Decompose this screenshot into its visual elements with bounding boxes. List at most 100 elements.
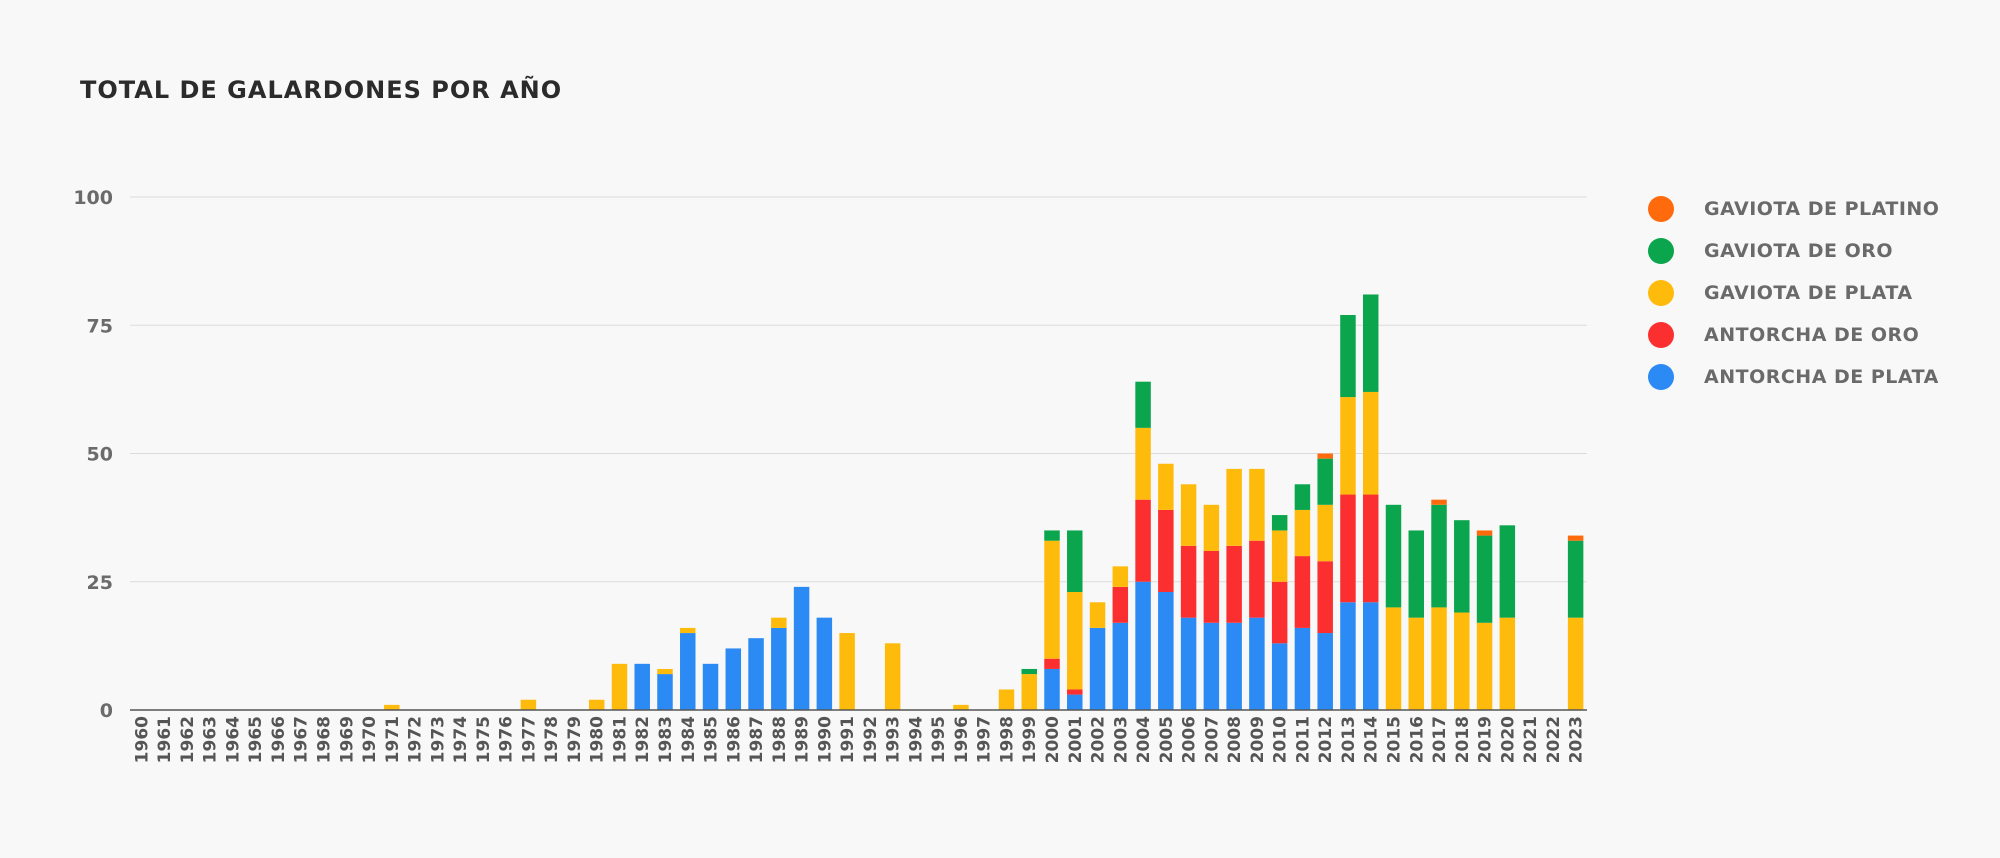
bar-segment[interactable]	[1294, 627, 1311, 710]
bar-segment[interactable]	[1249, 468, 1265, 541]
bar-segment[interactable]	[1362, 602, 1379, 710]
bar-segment[interactable]	[748, 638, 764, 710]
bar-segment[interactable]	[634, 663, 650, 710]
bar-segment[interactable]	[1476, 530, 1493, 536]
bar-segment[interactable]	[1294, 509, 1311, 557]
bar-segment[interactable]	[1294, 556, 1311, 628]
bar-segment[interactable]	[1340, 397, 1356, 495]
bar-segment[interactable]	[1431, 607, 1447, 710]
bar-segment[interactable]	[657, 668, 673, 675]
bar-segment[interactable]	[1044, 540, 1060, 659]
bar-segment[interactable]	[1317, 633, 1333, 710]
bar-segment[interactable]	[816, 617, 833, 710]
bar-segment[interactable]	[1385, 607, 1402, 710]
bar-segment[interactable]	[1226, 468, 1242, 546]
bar-segment[interactable]	[1112, 622, 1129, 710]
x-tick-label: 2003	[1111, 716, 1131, 763]
bar-segment[interactable]	[1431, 504, 1447, 608]
bar-segment[interactable]	[1385, 504, 1402, 608]
bar-segment[interactable]	[611, 663, 628, 710]
bar-segment[interactable]	[1158, 592, 1174, 710]
bar-segment[interactable]	[1271, 643, 1288, 710]
bar-segment[interactable]	[1180, 617, 1197, 710]
x-tick-label: 1995	[929, 716, 949, 763]
bar-segment[interactable]	[1135, 427, 1151, 500]
bar-segment[interactable]	[1431, 499, 1447, 505]
legend-item-gaviota-oro[interactable]: GAVIOTA DE ORO	[1648, 230, 1939, 272]
bar-segment[interactable]	[1271, 530, 1288, 582]
bar-segment[interactable]	[1249, 540, 1265, 618]
bar-segment[interactable]	[1271, 515, 1288, 531]
bar-segment[interactable]	[1271, 581, 1288, 644]
bar-segment[interactable]	[1408, 617, 1424, 710]
bar-segment[interactable]	[1499, 525, 1516, 618]
bar-segment[interactable]	[998, 689, 1015, 710]
bar-segment[interactable]	[1089, 602, 1106, 628]
bar-segment[interactable]	[1317, 504, 1333, 562]
legend-item-antorcha-oro[interactable]: ANTORCHA DE ORO	[1648, 314, 1939, 356]
bar-segment[interactable]	[1044, 530, 1060, 541]
bar-segment[interactable]	[1180, 545, 1197, 618]
bar-segment[interactable]	[1044, 658, 1060, 669]
bar-segment[interactable]	[1089, 627, 1106, 710]
bar-segment[interactable]	[771, 627, 787, 710]
bar-segment[interactable]	[793, 586, 810, 710]
x-tick-label: 1963	[201, 716, 221, 763]
bar-segment[interactable]	[1567, 540, 1584, 618]
bar-segment[interactable]	[1135, 381, 1151, 428]
bar-segment[interactable]	[1021, 674, 1037, 710]
bar-segment[interactable]	[680, 627, 696, 634]
bar-segment[interactable]	[1203, 622, 1220, 710]
bar-segment[interactable]	[953, 704, 969, 710]
bar-segment[interactable]	[884, 643, 901, 710]
bar-segment[interactable]	[1067, 689, 1083, 695]
bar-segment[interactable]	[1362, 494, 1379, 603]
bar-segment[interactable]	[1340, 602, 1356, 710]
bar-segment[interactable]	[1499, 617, 1516, 710]
bar-segment[interactable]	[1476, 535, 1493, 623]
bar-segment[interactable]	[657, 674, 673, 710]
bar-segment[interactable]	[1249, 617, 1265, 710]
bar-segment[interactable]	[1067, 592, 1083, 690]
bar-segment[interactable]	[1180, 484, 1197, 546]
bar-segment[interactable]	[1476, 622, 1493, 710]
bar-segment[interactable]	[1203, 504, 1220, 551]
bar-segment[interactable]	[1362, 391, 1379, 495]
bar-segment[interactable]	[588, 699, 605, 710]
bar-segment[interactable]	[1294, 484, 1311, 510]
bar-segment[interactable]	[1044, 668, 1060, 710]
bar-segment[interactable]	[1226, 622, 1242, 710]
bar-segment[interactable]	[839, 633, 855, 710]
bar-segment[interactable]	[1317, 453, 1333, 459]
bar-segment[interactable]	[1317, 458, 1333, 505]
bar-segment[interactable]	[1067, 694, 1083, 710]
bar-segment[interactable]	[1067, 530, 1083, 593]
bar-segment[interactable]	[1340, 494, 1356, 603]
bar-segment[interactable]	[680, 633, 696, 710]
legend-item-antorcha-plata[interactable]: ANTORCHA DE PLATA	[1648, 356, 1939, 398]
bar-segment[interactable]	[1021, 668, 1037, 675]
bar-segment[interactable]	[1203, 550, 1220, 623]
bar-segment[interactable]	[520, 699, 537, 710]
bar-segment[interactable]	[1135, 581, 1151, 710]
bar-segment[interactable]	[1158, 463, 1174, 510]
legend-item-gaviota-platino[interactable]: GAVIOTA DE PLATINO	[1648, 188, 1939, 230]
bar-segment[interactable]	[1340, 314, 1356, 398]
bar-segment[interactable]	[771, 617, 787, 628]
bar-segment[interactable]	[1408, 530, 1424, 618]
bar-segment[interactable]	[1567, 617, 1584, 710]
bar-segment[interactable]	[1454, 612, 1470, 710]
bar-segment[interactable]	[1158, 509, 1174, 593]
bar-segment[interactable]	[1567, 535, 1584, 541]
bar-segment[interactable]	[1226, 545, 1242, 623]
bar-segment[interactable]	[725, 648, 742, 710]
bar-segment[interactable]	[1454, 520, 1470, 613]
bar-segment[interactable]	[1317, 561, 1333, 634]
bar-segment[interactable]	[1135, 499, 1151, 582]
bar-segment[interactable]	[1362, 294, 1379, 392]
bar-segment[interactable]	[1112, 566, 1129, 587]
bar-segment[interactable]	[384, 704, 400, 710]
bar-segment[interactable]	[1112, 586, 1129, 623]
legend-item-gaviota-plata[interactable]: GAVIOTA DE PLATA	[1648, 272, 1939, 314]
bar-segment[interactable]	[702, 663, 719, 710]
